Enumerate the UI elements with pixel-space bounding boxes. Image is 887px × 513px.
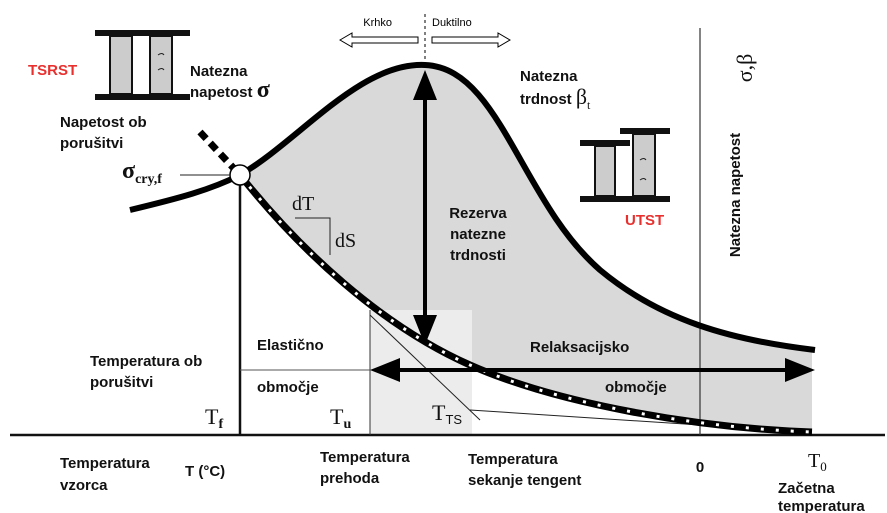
reserve-area — [240, 64, 812, 432]
tangent-temp-label: sekanje tengent — [468, 472, 581, 489]
sigma-cry-sub: cry,f — [135, 172, 162, 187]
tf-sub: f — [218, 417, 223, 432]
reserve-label: trdnosti — [450, 247, 506, 264]
relaxation-label: območje — [605, 379, 667, 396]
x-axis-label: T (°C) — [185, 463, 225, 480]
brittle-label: Krhko — [363, 17, 392, 29]
reserve-label: natezne — [450, 226, 506, 243]
tf-label: T — [205, 404, 219, 429]
tangent-1 — [369, 314, 481, 421]
elastic-label: Elastično — [257, 337, 324, 354]
initial-temp-label: temperatura — [778, 498, 865, 513]
stress-label: napetost — [190, 84, 253, 101]
strength-label: Natezna — [520, 68, 578, 85]
ds-label: dS — [335, 230, 356, 252]
transition-temp-label: prehoda — [320, 470, 380, 487]
stress-label: napetost σ — [190, 77, 270, 103]
zero-label: 0 — [696, 459, 704, 476]
slope-triangle — [295, 217, 331, 255]
stress-label: Natezna — [190, 63, 248, 80]
y-axis-symbol: σ,β — [732, 54, 757, 83]
reserve-label: Rezerva — [449, 205, 507, 222]
reserve-arrow — [413, 70, 437, 345]
tf-label: Tf — [205, 404, 223, 432]
sigma-cry: σ — [122, 158, 135, 184]
transition-temp-label: Temperatura — [320, 449, 410, 466]
failure-stress-label: Napetost ob — [60, 114, 147, 131]
sigma-cry: σcry,f — [122, 158, 162, 187]
tsrst-label: TSRST — [28, 62, 77, 79]
failure-stress-label: porušitvi — [60, 135, 123, 152]
t0-sub: 0 — [820, 459, 827, 474]
elastic-label: območje — [257, 379, 319, 396]
tts-sub: TS — [445, 412, 462, 427]
beta-sub: t — [587, 98, 591, 112]
tts-label: TTS — [432, 400, 462, 427]
tts-label: T — [432, 400, 446, 425]
relaxation-label: Relaksacijsko — [530, 339, 629, 356]
strength-label: trdnost βt — [520, 84, 591, 112]
stress-symbol: σ — [257, 77, 270, 103]
y-axis-label: Natezna napetost — [727, 133, 744, 257]
ductile-label: Duktilno — [432, 17, 472, 29]
tangent-temp-label: Temperatura — [468, 451, 558, 468]
stress-dots — [238, 174, 813, 434]
tu-label: Tu — [330, 404, 351, 432]
tsrst-icon — [95, 30, 190, 100]
tangent-2 — [469, 409, 701, 426]
sample-temp-label: vzorca — [60, 477, 108, 494]
tu-sub: u — [343, 417, 351, 432]
regime-arrows — [339, 14, 511, 60]
failure-temp-label: porušitvi — [90, 374, 153, 391]
sample-temp-label: Temperatura — [60, 455, 150, 472]
beta-symbol: β — [576, 84, 587, 109]
utst-label: UTST — [625, 212, 664, 229]
failure-point — [229, 164, 251, 186]
strength-label: trdnost — [520, 91, 572, 108]
initial-temp-label: Začetna — [778, 480, 835, 497]
utst-icon — [580, 128, 670, 202]
failure-temp-label: Temperatura ob — [90, 353, 202, 370]
t0-label: T0 — [808, 450, 827, 474]
t0-label: T — [808, 450, 820, 472]
dt-label: dT — [292, 193, 314, 215]
relaxation-arrow — [370, 358, 815, 382]
tu-label: T — [330, 404, 344, 429]
